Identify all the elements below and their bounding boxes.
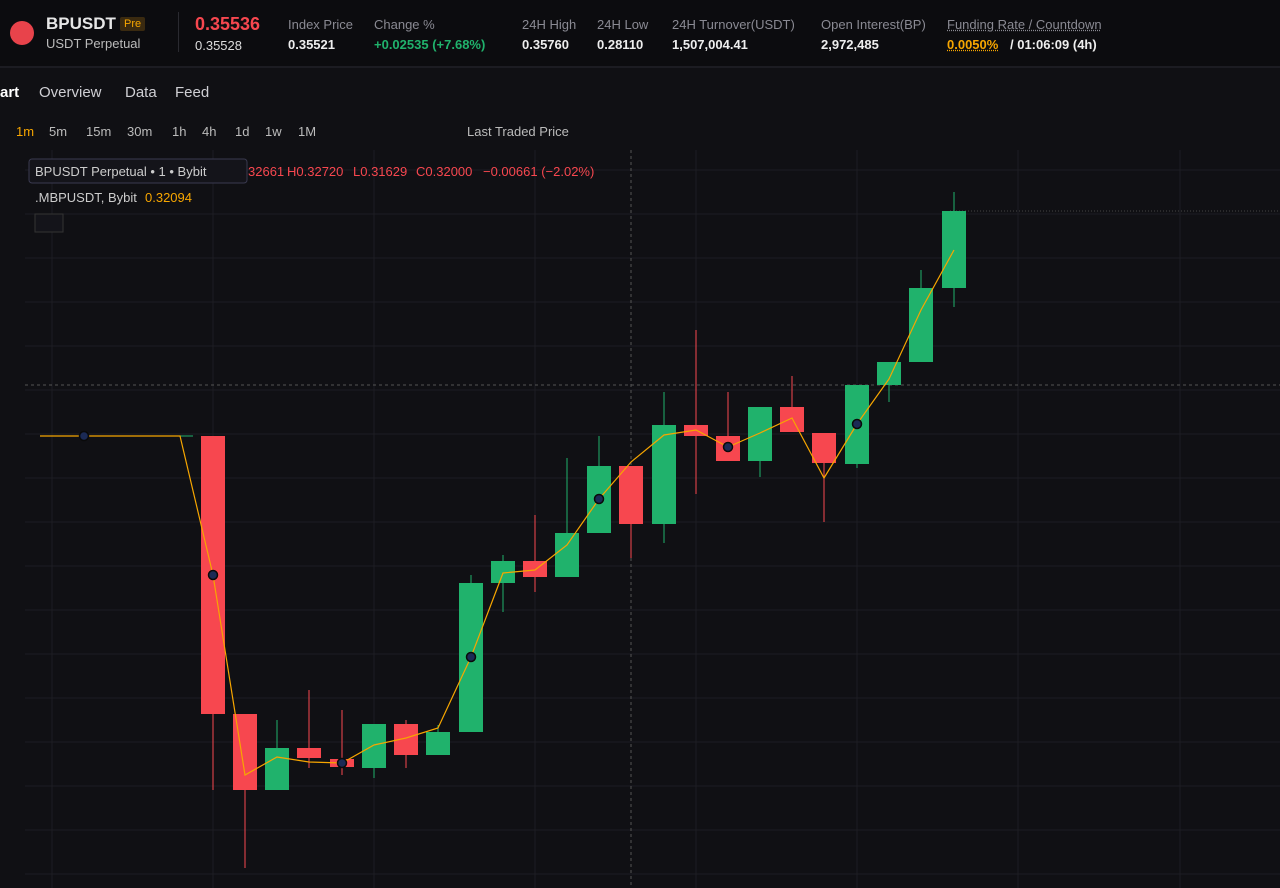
candle [555,533,579,577]
header: BPUSDT Pre USDT Perpetual 0.35536 0.3552… [0,0,1280,68]
tab[interactable]: art [0,84,20,101]
divider [178,12,179,52]
stat-label: Index Price [288,17,354,32]
candle [426,732,450,755]
legend-title: BPUSDT Perpetual • 1 • Bybit [35,164,207,179]
interval[interactable]: 30m [127,124,153,139]
marker [465,651,477,663]
interval[interactable]: 4h [202,124,217,139]
marker [722,441,734,453]
candle [297,748,321,758]
badge: Pre [120,17,146,31]
last-price: 0.35536 [195,14,261,34]
funding-countdown: / 01:06:09 (4h) [1010,37,1097,52]
candle [619,466,643,524]
candle [780,407,804,432]
stat-value: 1,507,004.41 [672,37,748,52]
index-name: .MBPUSDT, Bybit [35,190,137,205]
interval[interactable]: 1m [16,124,35,139]
stat-value: 0.35760 [522,37,569,52]
marker [207,569,219,581]
candle [362,724,386,768]
interval[interactable]: 1d [235,124,250,139]
legend-high: H0.32720 [287,164,343,179]
tab[interactable]: Feed [175,84,210,101]
candle [812,433,836,463]
legend-open: 32661 [248,164,284,179]
stat-value: 0.35521 [288,37,335,52]
chart: BPUSDT Perpetual • 1 • Bybit 32661 H0.32… [25,150,1280,888]
legend-change: −0.00661 (−2.02%) [483,164,594,179]
candle [909,288,933,362]
index-value: 0.32094 [145,190,192,205]
candle [491,561,515,583]
price-source[interactable]: Last Traded Price [467,124,569,139]
interval[interactable]: 1M [298,124,317,139]
tab[interactable]: Overview [39,84,102,101]
candle [265,748,289,790]
interval[interactable]: 1h [172,124,187,139]
tab[interactable]: Data [125,84,157,101]
candle [877,362,901,385]
marker [336,757,348,769]
interval[interactable]: 15m [86,124,112,139]
candle [652,425,676,524]
marker [78,430,90,442]
symbol[interactable]: BPUSDT [46,14,116,33]
candle [942,211,966,288]
stat-value: 0.28110 [597,37,644,52]
legend-box [28,158,248,184]
stat-label: 24H High [522,17,577,32]
funding-rate: 0.0050% [947,37,999,52]
logo [10,21,34,45]
mark-price: 0.35528 [195,38,242,53]
stat-label: 24H Turnover(USDT) [672,17,795,32]
marker [851,418,863,430]
legend-close: C0.32000 [416,164,472,179]
interval[interactable]: 1w [265,124,282,139]
stat-label: Open Interest(BP) [821,17,926,32]
index-line [40,249,955,776]
stat-label: Change % [374,17,435,32]
candle [748,407,772,461]
stat-value: +0.02535 (+7.68%) [374,37,486,52]
stat-label: 24H Low [597,17,649,32]
marker [593,493,605,505]
legend-low: L0.31629 [353,164,407,179]
funding-label: Funding Rate / Countdown [947,17,1102,32]
contract: USDT Perpetual [46,36,141,51]
interval[interactable]: 5m [49,124,68,139]
stat-value: 2,972,485 [821,37,879,52]
collapse-button[interactable] [34,213,64,233]
